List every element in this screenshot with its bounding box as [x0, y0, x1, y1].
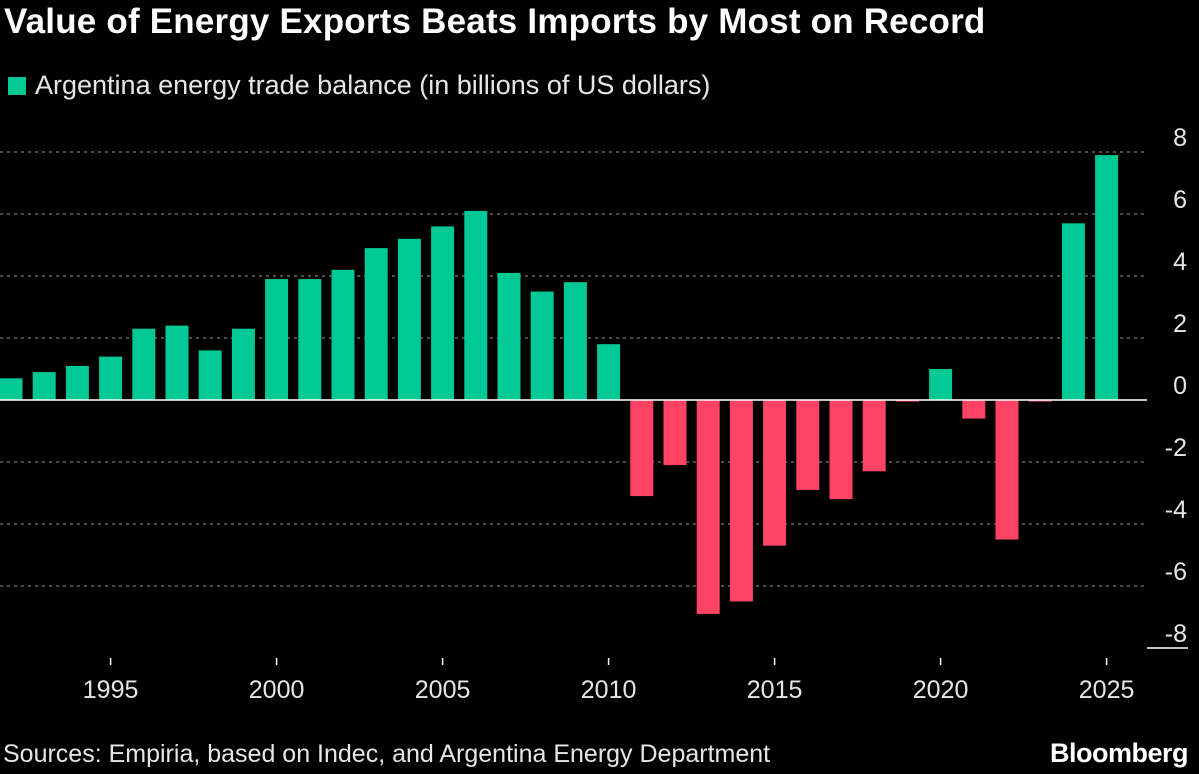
- y-tick-label: 6: [1173, 186, 1187, 214]
- bar-2000: [265, 279, 289, 400]
- y-tick-label: -8: [1165, 620, 1187, 648]
- bar-2006: [464, 210, 488, 400]
- bar-2011: [630, 400, 654, 497]
- x-tick-label: 2025: [1079, 676, 1135, 704]
- x-tick-label: 2020: [913, 676, 969, 704]
- bar-1997: [165, 325, 189, 400]
- x-tick-label: 2010: [581, 676, 637, 704]
- bloomberg-logo: Bloomberg: [1049, 738, 1189, 768]
- bar-2003: [364, 248, 388, 400]
- y-tick-label: 4: [1173, 248, 1187, 276]
- legend-label: Argentina energy trade balance (in billi…: [35, 70, 711, 100]
- y-tick-label: -4: [1165, 496, 1187, 524]
- bar-2005: [431, 226, 455, 400]
- bar-2013: [696, 400, 720, 614]
- bar-2018: [862, 400, 886, 472]
- bar-2022: [995, 400, 1019, 540]
- bar-1996: [132, 328, 156, 400]
- chart-title: Value of Energy Exports Beats Imports by…: [4, 2, 986, 41]
- bar-2012: [663, 400, 687, 466]
- bar-2025: [1095, 155, 1119, 400]
- x-tick-label: 2000: [249, 676, 305, 704]
- bar-2020: [929, 369, 953, 400]
- bar-2016: [796, 400, 820, 490]
- bars: [0, 155, 1119, 614]
- y-tick-label: -6: [1165, 558, 1187, 586]
- bar-2024: [1061, 223, 1085, 400]
- bar-1992: [0, 378, 23, 400]
- axes: 8 6 4 2 0 -2 -4 -6 -8 1995 2000 2005 2010 2015 2020 202…: [0, 124, 1188, 704]
- y-tick-label: 2: [1173, 310, 1187, 338]
- source-note: Sources: Empiria, based on Indec, and Ar…: [3, 740, 771, 768]
- y-tick-label: 0: [1173, 372, 1187, 400]
- bar-2001: [298, 279, 322, 400]
- bar-2023: [1028, 400, 1052, 402]
- gridlines: [0, 151, 1147, 587]
- bar-2014: [729, 400, 753, 602]
- bar-1994: [65, 365, 89, 400]
- bar-2008: [530, 291, 554, 400]
- x-tick-label: 2005: [415, 676, 471, 704]
- bar-2019: [895, 400, 919, 402]
- bar-2004: [397, 238, 421, 400]
- x-tick-label: 1995: [83, 676, 139, 704]
- legend: Argentina energy trade balance (in billi…: [8, 70, 710, 101]
- bar-2021: [962, 400, 986, 419]
- bar-2010: [597, 344, 621, 400]
- bar-2002: [331, 269, 355, 400]
- bar-2009: [563, 282, 587, 400]
- legend-swatch: [8, 76, 26, 95]
- bar-2017: [829, 400, 853, 500]
- bar-1998: [198, 350, 222, 400]
- bar-1999: [231, 328, 255, 400]
- bar-1995: [99, 356, 123, 400]
- bar-2015: [763, 400, 787, 546]
- y-tick-label: 8: [1173, 124, 1187, 152]
- y-tick-label: -2: [1165, 434, 1187, 462]
- bar-2007: [497, 272, 521, 400]
- bar-1993: [32, 372, 56, 400]
- x-tick-label: 2015: [747, 676, 803, 704]
